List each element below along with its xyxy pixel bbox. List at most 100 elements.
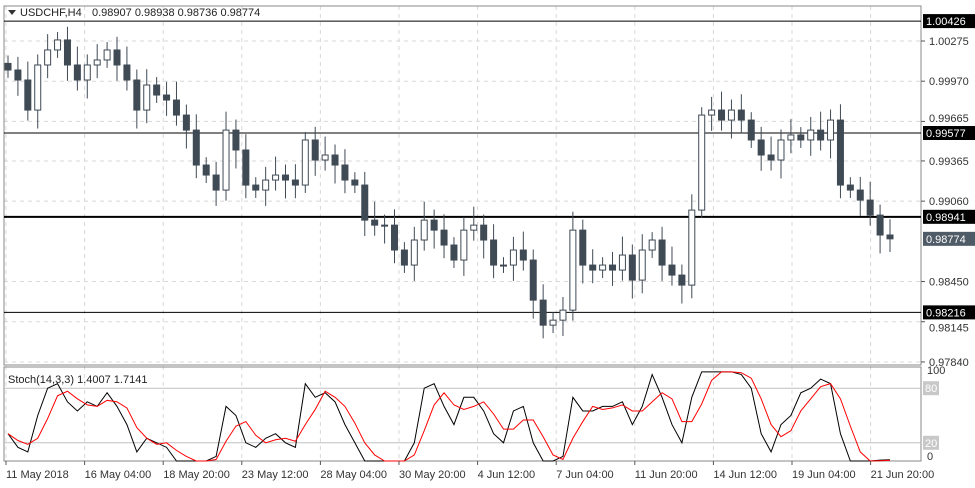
- level-price-label: 0.99577: [926, 128, 966, 140]
- candle: [44, 34, 52, 79]
- candle: [678, 264, 686, 304]
- candle: [797, 127, 805, 148]
- candle: [242, 134, 250, 199]
- stoch-main-line: [7, 371, 891, 462]
- candle: [222, 111, 230, 201]
- candle-body: [648, 239, 656, 251]
- price-tick-label: 0.98145: [929, 322, 969, 334]
- candle: [648, 232, 656, 258]
- candle-body: [222, 129, 230, 191]
- candle: [718, 91, 726, 131]
- candle: [460, 216, 468, 276]
- candle: [470, 206, 478, 241]
- candle: [371, 201, 379, 236]
- candle: [301, 132, 309, 193]
- candle: [321, 136, 329, 171]
- candle: [658, 226, 666, 281]
- candle-body: [133, 79, 141, 111]
- candle-body: [341, 164, 349, 181]
- candle-body: [192, 129, 200, 166]
- candle: [638, 234, 646, 294]
- candle: [589, 249, 597, 284]
- candle-body: [618, 254, 626, 271]
- candle-body: [24, 79, 32, 111]
- candle: [480, 214, 488, 259]
- dropdown-triangle-icon[interactable]: [8, 10, 16, 15]
- candle-body: [93, 59, 101, 66]
- candle-body: [658, 239, 666, 266]
- candle: [182, 104, 190, 149]
- candle: [737, 94, 745, 134]
- price-tick-label: 0.99970: [929, 76, 969, 88]
- candle-body: [172, 99, 180, 116]
- candle: [291, 164, 299, 199]
- candle: [539, 284, 547, 339]
- candle: [846, 177, 854, 198]
- candle-body: [718, 109, 726, 121]
- candle-body: [757, 139, 765, 156]
- candle-body: [579, 229, 587, 266]
- candle-body: [252, 184, 260, 191]
- candle-body: [143, 84, 151, 111]
- candle-body: [262, 179, 270, 191]
- candle: [252, 177, 260, 198]
- candle-body: [668, 264, 676, 276]
- candle: [93, 44, 101, 79]
- candle: [827, 109, 835, 159]
- candle-body: [163, 94, 171, 101]
- candle-body: [450, 244, 458, 261]
- current-price-tag: [923, 231, 975, 246]
- candle: [688, 194, 696, 299]
- price-tick-label: 0.97840: [929, 357, 969, 369]
- candle-body: [470, 224, 478, 231]
- candle-body: [817, 129, 825, 141]
- candle: [410, 226, 418, 281]
- candle: [113, 36, 121, 81]
- candle-body: [509, 249, 517, 266]
- level-price-tag: [923, 125, 975, 140]
- candle: [856, 176, 864, 216]
- current-price-label: 0.98774: [926, 234, 966, 246]
- candle: [54, 32, 62, 58]
- candle: [14, 56, 22, 96]
- candle: [73, 46, 81, 91]
- candle-body: [153, 84, 161, 96]
- candle-body: [381, 224, 389, 227]
- candle: [311, 126, 319, 176]
- candle: [63, 26, 71, 81]
- candle-body: [628, 254, 636, 281]
- candle-body: [242, 149, 250, 186]
- candle: [83, 54, 91, 99]
- candle: [767, 136, 775, 171]
- candle: [450, 237, 458, 268]
- candle-body: [182, 114, 190, 131]
- price-tick-label: 1.00275: [929, 36, 969, 48]
- grid: [4, 6, 921, 461]
- candle: [727, 99, 735, 139]
- candle: [876, 204, 884, 254]
- candle: [172, 81, 180, 126]
- price-tick-label: 0.99365: [929, 156, 969, 168]
- candle-body: [559, 309, 567, 321]
- candle-body: [519, 249, 527, 261]
- candle-body: [331, 154, 339, 166]
- price-tick-label: 0.99060: [929, 196, 969, 208]
- stoch-level-tag: [923, 381, 939, 396]
- candle: [757, 126, 765, 171]
- level-price-label: 1.00426: [926, 16, 966, 28]
- candle-body: [410, 239, 418, 266]
- candle: [708, 96, 716, 131]
- candle-body: [678, 274, 686, 286]
- time-tick-label: 19 Jun 04:00: [792, 469, 856, 481]
- candle: [698, 107, 706, 219]
- price-axis: 1.00275 0.99970 0.99665 0.99365 0.99060 0.984…: [921, 36, 969, 369]
- candles: [4, 26, 894, 339]
- candle-body: [281, 174, 289, 181]
- horizontal-levels: 1.00426 0.99577 0.98941 0.98216 0.98774: [4, 14, 975, 320]
- candle: [569, 211, 577, 321]
- ohlc-readout: 0.98907 0.98938 0.98736 0.98774: [92, 7, 260, 19]
- candle-body: [609, 264, 617, 271]
- candle: [143, 69, 151, 124]
- candle-body: [430, 219, 438, 231]
